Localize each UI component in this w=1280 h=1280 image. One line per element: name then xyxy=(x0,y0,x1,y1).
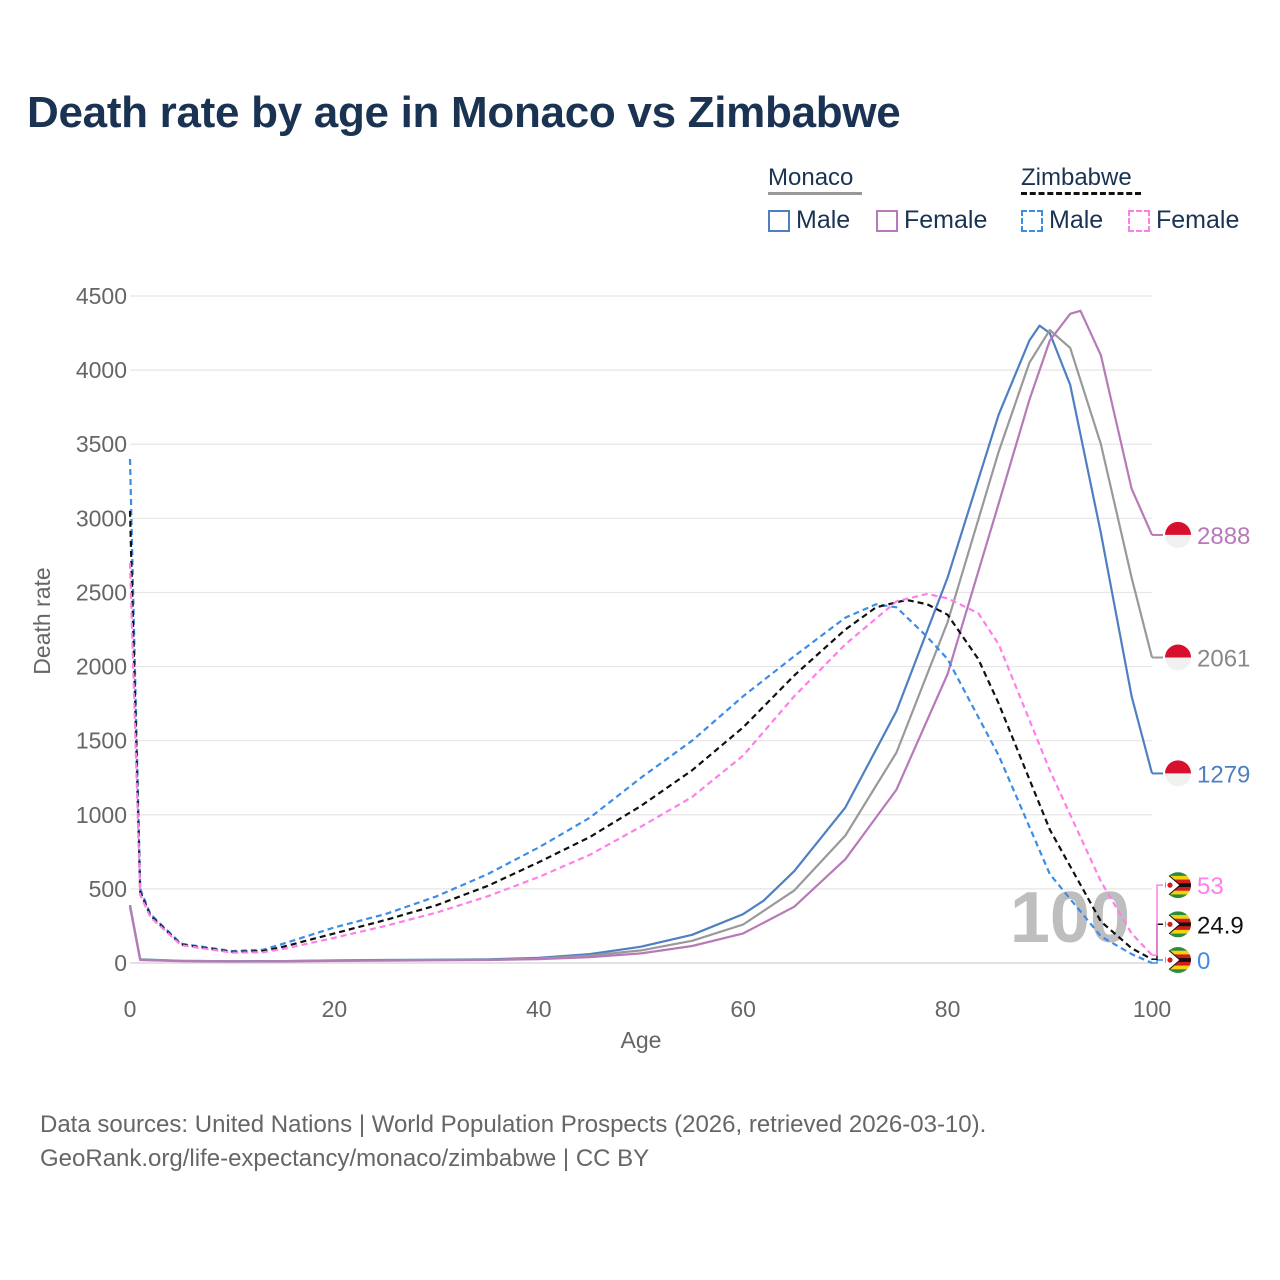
zimbabwe-flag-icon xyxy=(1165,872,1191,899)
legend-swatch-monaco-male xyxy=(768,209,790,232)
series-line-monaco-female[interactable] xyxy=(128,309,1154,963)
y-tick-label-3000: 3000 xyxy=(76,505,127,531)
y-tick-labels: 0 500 1000 1500 2000 2500 3000 3500 4000 4500 xyxy=(76,283,127,976)
legend-group-monaco[interactable]: Monaco xyxy=(768,164,854,191)
x-tick-label-80: 80 xyxy=(935,996,961,1022)
legend-swatch-monaco-female xyxy=(876,209,898,232)
y-tick-label-2500: 2500 xyxy=(76,579,127,605)
connector-zimbabwe-female xyxy=(1152,884,1163,956)
x-tick-label-0: 0 xyxy=(124,996,137,1022)
legend-item-monaco-female[interactable]: Female xyxy=(876,206,987,235)
y-tick-label-2000: 2000 xyxy=(76,654,127,680)
series-line-zimbabwe-both[interactable] xyxy=(128,510,1153,961)
series-lines xyxy=(128,309,1154,965)
legend-label-monaco-male: Male xyxy=(796,206,851,234)
legend-group-zimbabwe-line xyxy=(1021,192,1141,195)
legend-group-zimbabwe[interactable]: Zimbabwe xyxy=(1021,164,1132,191)
connector-zimbabwe-male xyxy=(1152,959,1163,964)
monaco-flag-icon xyxy=(1165,521,1191,548)
monaco-flag-icon xyxy=(1165,760,1191,787)
legend-item-zimbabwe-female[interactable]: Female xyxy=(1128,206,1239,235)
y-tick-label-3500: 3500 xyxy=(76,431,127,457)
legend-group-monaco-line xyxy=(768,192,862,195)
y-tick-label-4500: 4500 xyxy=(76,283,127,309)
legend-item-monaco-male[interactable]: Male xyxy=(768,206,850,235)
legend-label-zimbabwe-male: Male xyxy=(1049,206,1104,234)
y-tick-label-4000: 4000 xyxy=(76,357,127,383)
end-label-monaco-female: 2888 xyxy=(1197,523,1250,550)
zimbabwe-flag-icon xyxy=(1165,947,1191,973)
series-line-monaco-both[interactable] xyxy=(128,329,1154,963)
footer: Data sources: United Nations | World Pop… xyxy=(40,1108,986,1176)
legend-swatch-zimbabwe-female xyxy=(1128,209,1150,232)
series-line-monaco-male[interactable] xyxy=(128,324,1154,963)
end-labels: 1279 2061 2888 0 24.9 53 xyxy=(1152,521,1250,975)
x-tick-label-40: 40 xyxy=(526,996,552,1022)
end-label-zimbabwe-both: 24.9 xyxy=(1197,912,1244,939)
footer-link[interactable]: GeoRank.org/life-expectancy/monaco/zimba… xyxy=(40,1145,650,1172)
grid-lines xyxy=(130,295,1152,964)
x-tick-label-20: 20 xyxy=(322,996,348,1022)
end-label-zimbabwe-female: 53 xyxy=(1197,873,1224,900)
footer-sources: Data sources: United Nations | World Pop… xyxy=(40,1111,987,1138)
end-label-zimbabwe-male: 0 xyxy=(1197,948,1210,975)
series-line-zimbabwe-female[interactable] xyxy=(128,562,1153,956)
y-tick-label-500: 500 xyxy=(89,876,127,902)
legend-label-monaco-female: Female xyxy=(904,206,988,234)
x-tick-labels: 0 20 40 60 80 100 xyxy=(124,996,1172,1022)
x-tick-label-100: 100 xyxy=(1133,996,1171,1022)
y-tick-label-1500: 1500 xyxy=(76,728,127,754)
y-axis-label: Death rate xyxy=(29,567,55,674)
x-axis-label: Age xyxy=(621,1027,662,1053)
x-tick-label-60: 60 xyxy=(730,996,756,1022)
year-watermark: 100 xyxy=(1010,878,1130,958)
legend-swatch-zimbabwe-male xyxy=(1021,209,1043,232)
zimbabwe-flag-icon xyxy=(1165,911,1191,938)
legend-item-zimbabwe-male[interactable]: Male xyxy=(1021,206,1103,235)
y-tick-label-1000: 1000 xyxy=(76,802,127,828)
end-label-monaco-both: 2061 xyxy=(1197,646,1250,673)
end-label-monaco-male: 1279 xyxy=(1197,761,1250,788)
series-line-zimbabwe-male[interactable] xyxy=(128,458,1153,965)
chart-title: Death rate by age in Monaco vs Zimbabwe xyxy=(27,88,901,137)
legend-label-zimbabwe-female: Female xyxy=(1156,206,1240,234)
monaco-flag-icon xyxy=(1165,644,1191,671)
y-tick-label-0: 0 xyxy=(114,950,127,976)
